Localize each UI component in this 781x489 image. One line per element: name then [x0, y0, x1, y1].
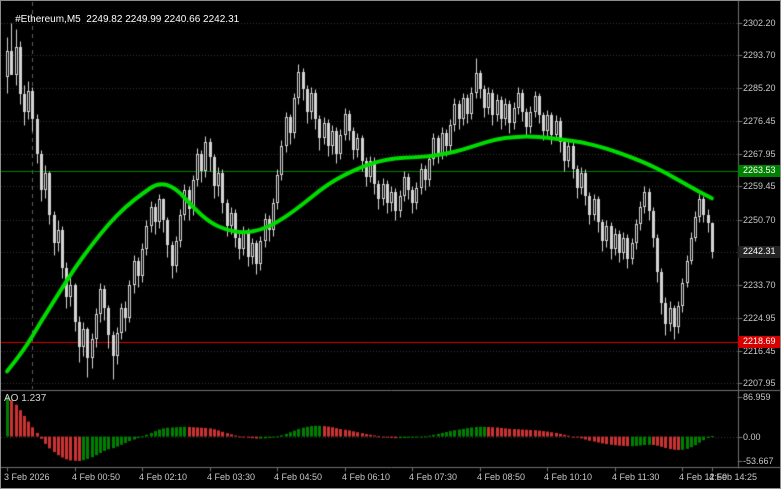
time-axis-label: 4 Feb 14:25: [709, 472, 758, 482]
price-axis-label: 2302.20: [743, 18, 776, 28]
level-price-tag-support[interactable]: 2218.69: [738, 336, 780, 348]
ao-indicator-label: AO 1.237: [4, 393, 46, 404]
time-axis-label: 4 Feb 04:50: [274, 472, 323, 482]
time-axis-label: 4 Feb 03:30: [207, 472, 256, 482]
price-axis-label: 2259.45: [743, 181, 776, 191]
ao-axis-label: 0.00: [743, 432, 761, 442]
ao-axis-label: -53.667: [743, 456, 774, 466]
time-axis-label: 4 Feb 06:10: [342, 472, 391, 482]
time-axis-label: 4 Feb 10:10: [544, 472, 593, 482]
time-axis-label: 4 Feb 08:50: [477, 472, 526, 482]
price-axis-label: 2293.70: [743, 50, 776, 60]
price-axis-label: 2285.20: [743, 83, 776, 93]
time-axis-label: 4 Feb 07:30: [409, 472, 458, 482]
chart-title-text: #Ethereum,M5 2249.82 2249.99 2240.66 224…: [15, 14, 240, 25]
time-axis-label: 4 Feb 12:50: [679, 472, 728, 482]
bid-price-tag: 2242.31: [738, 246, 780, 258]
time-axis-label: 4 Feb 02:10: [139, 472, 188, 482]
price-axis-label: 2224.95: [743, 313, 776, 323]
time-axis-label: 3 Feb 2026: [4, 472, 50, 482]
price-axis-label: 2250.70: [743, 215, 776, 225]
price-axis[interactable]: 2302.20 2293.70 2285.20 2276.45 2267.95 2259.…: [738, 1, 780, 467]
time-axis-label: 4 Feb 00:50: [72, 472, 121, 482]
time-axis-label: 4 Feb 11:30: [612, 472, 660, 482]
price-axis-label: 2276.45: [743, 116, 776, 126]
level-price-tag-resistance[interactable]: 2263.53: [738, 165, 780, 177]
time-axis[interactable]: 3 Feb 2026 4 Feb 00:50 4 Feb 02:10 4 Feb 03…: [1, 468, 780, 488]
price-axis-label: 2216.45: [743, 346, 776, 356]
chart-title: #Ethereum,M5 2249.82 2249.99 2240.66 224…: [4, 3, 239, 36]
ao-indicator-name: AO: [4, 393, 19, 404]
price-axis-label: 2267.95: [743, 149, 776, 159]
price-axis-label: 2233.70: [743, 280, 776, 290]
ao-indicator-value: 1.237: [21, 393, 47, 404]
ao-axis-label: 86.959: [743, 392, 771, 402]
price-axis-label: 2207.95: [743, 378, 776, 388]
